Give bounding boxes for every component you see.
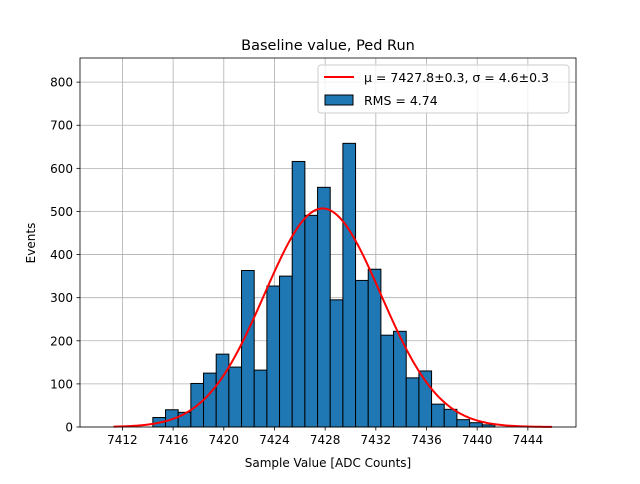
y-tick-label: 500 [50, 205, 73, 219]
histogram-bar [317, 186, 331, 428]
legend-box [317, 64, 570, 114]
histogram-bar [203, 372, 217, 428]
legend-hist-label: RMS = 4.74 [364, 93, 438, 108]
histogram-bar [215, 353, 230, 428]
gaussian-fit-curve [113, 207, 552, 428]
y-tick-label: 700 [50, 119, 73, 133]
histogram-bar [342, 142, 357, 428]
histogram-bar [431, 403, 445, 428]
histogram-bar [253, 369, 268, 428]
x-tick-label: 7428 [310, 433, 341, 447]
legend-hist-swatch [324, 94, 354, 106]
x-axis-ticks: 7412 7416 7420 7424 7428 7432 7436 7440 7444 [107, 427, 543, 447]
chart-title: Baseline value, Ped Run [241, 38, 415, 54]
x-tick-label: 7440 [462, 433, 493, 447]
legend: μ = 7427.8±0.3, σ = 4.6±0.3 RMS = 4.74 [317, 64, 570, 114]
x-tick-label: 7424 [259, 433, 290, 447]
histogram-bar [266, 285, 281, 428]
y-tick-label: 100 [50, 377, 73, 391]
histogram-bar [279, 275, 293, 428]
histogram-bar [367, 268, 382, 428]
histogram-bar [456, 419, 471, 428]
x-tick-label: 7412 [107, 433, 138, 447]
y-tick-label: 300 [50, 291, 73, 305]
x-axis-label: Sample Value [ADC Counts] [245, 456, 411, 470]
histogram-bar [355, 279, 369, 428]
histogram-bars [152, 142, 496, 428]
y-tick-label: 0 [65, 421, 73, 435]
y-tick-label: 800 [50, 76, 73, 90]
y-axis-label: Events [24, 223, 38, 264]
y-tick-label: 600 [50, 162, 73, 176]
x-tick-label: 7444 [513, 433, 544, 447]
x-tick-label: 7436 [411, 433, 442, 447]
y-tick-label: 200 [50, 334, 73, 348]
legend-fit-label: μ = 7427.8±0.3, σ = 4.6±0.3 [364, 70, 549, 85]
x-tick-label: 7420 [209, 433, 240, 447]
histogram-bar [329, 299, 344, 428]
histogram-bar [291, 160, 306, 428]
histogram-bar [405, 377, 420, 428]
histogram-bar [443, 408, 458, 428]
histogram-bar [228, 366, 243, 428]
x-tick-label: 7416 [158, 433, 189, 447]
plot-frame [79, 57, 577, 428]
x-tick-label: 7432 [361, 433, 392, 447]
histogram-bar [469, 422, 483, 428]
y-axis-ticks: 0 100 200 300 400 500 600 700 800 [50, 76, 80, 435]
histogram-bar [304, 214, 319, 428]
y-tick-label: 400 [50, 248, 73, 262]
histogram-bar [241, 270, 255, 428]
histogram-bar [380, 334, 395, 428]
